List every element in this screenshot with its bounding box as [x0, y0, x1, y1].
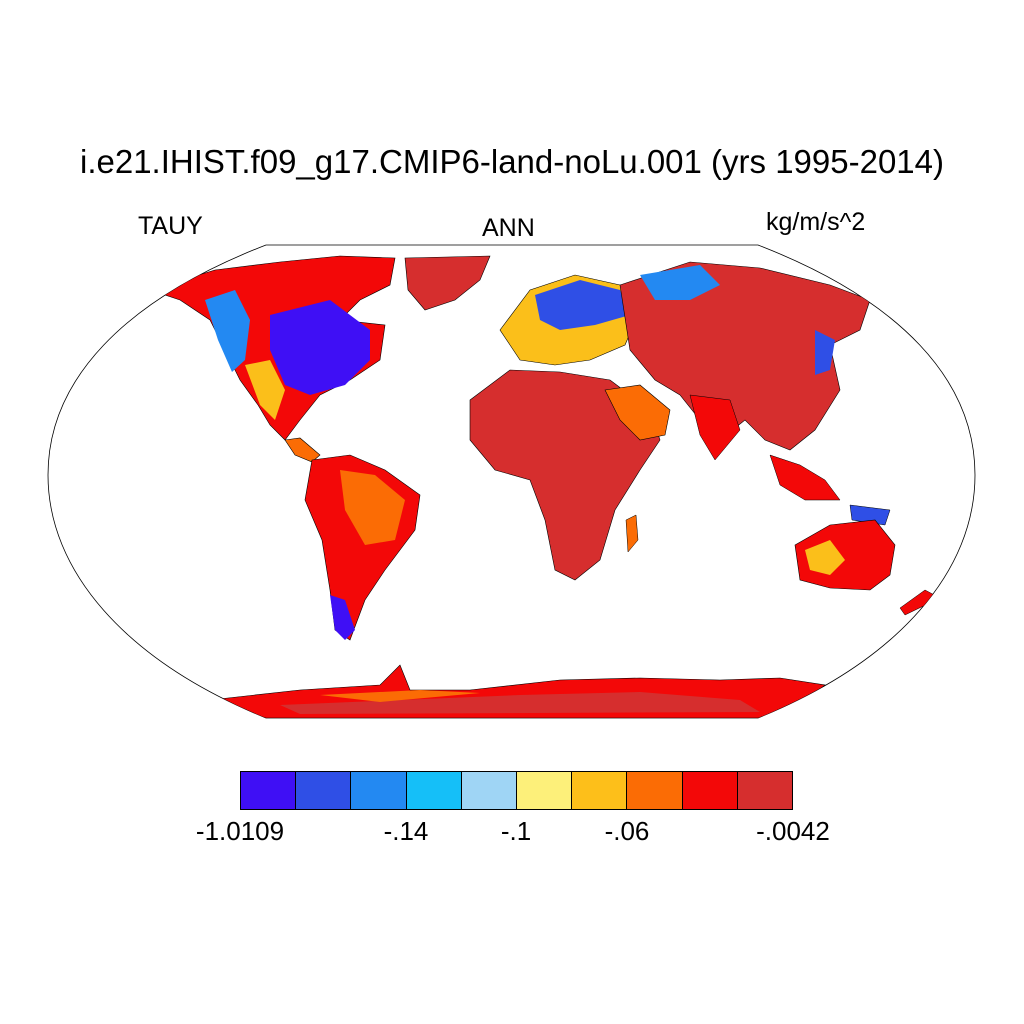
colorbar-tick-5: -.0042	[756, 816, 830, 846]
south-america-orange	[340, 470, 405, 545]
colorbar-swatch-10	[737, 772, 793, 809]
main-title: i.e21.IHIST.f09_g17.CMIP6-land-noLu.001 …	[79, 143, 944, 180]
colorbar-tick-1: -1.0109	[195, 816, 285, 846]
colorbar	[240, 771, 793, 810]
asia-landmass	[619, 261, 871, 451]
new-guinea-landmass	[849, 504, 891, 526]
north-america-east-blue	[270, 300, 370, 395]
europe-blue	[535, 280, 630, 330]
arabia-landmass	[604, 384, 671, 441]
colorbar-swatch-2	[296, 772, 352, 809]
east-asia-blue	[815, 330, 835, 375]
south-america-blue	[330, 595, 355, 640]
colorbar-swatch-5	[461, 772, 518, 809]
antarctica-orange	[320, 690, 480, 702]
colorbar-swatch-6	[517, 772, 573, 809]
season-label: ANN	[482, 214, 535, 242]
north-america-west-blue	[205, 290, 250, 372]
greenland-landmass	[404, 255, 491, 311]
colorbar-tick-4: -.06	[604, 816, 650, 846]
asia-north-blue	[640, 265, 720, 300]
units-label: kg/m/s^2	[766, 208, 866, 236]
colorbar-swatch-9	[682, 772, 738, 809]
colorbar-swatch-7	[572, 772, 628, 809]
colorbar-swatch-3	[351, 772, 407, 809]
colorbar-swatch-1	[241, 772, 297, 809]
africa-landmass	[469, 369, 661, 581]
india-landmass	[689, 394, 741, 461]
australia-west-orange	[805, 540, 845, 575]
madagascar-landmass	[625, 514, 639, 553]
colorbar-tick-3: -.1	[500, 816, 532, 846]
central-america-landmass	[284, 437, 321, 463]
colorbar-tick-2: -.14	[383, 816, 429, 846]
antarctica-interior	[280, 692, 760, 714]
variable-label: TAUY	[138, 212, 203, 240]
colorbar-swatch-8	[627, 772, 683, 809]
southeast-asia-islands	[769, 454, 841, 501]
colorbar-swatch-4	[406, 772, 462, 809]
north-america-orange	[245, 360, 285, 420]
